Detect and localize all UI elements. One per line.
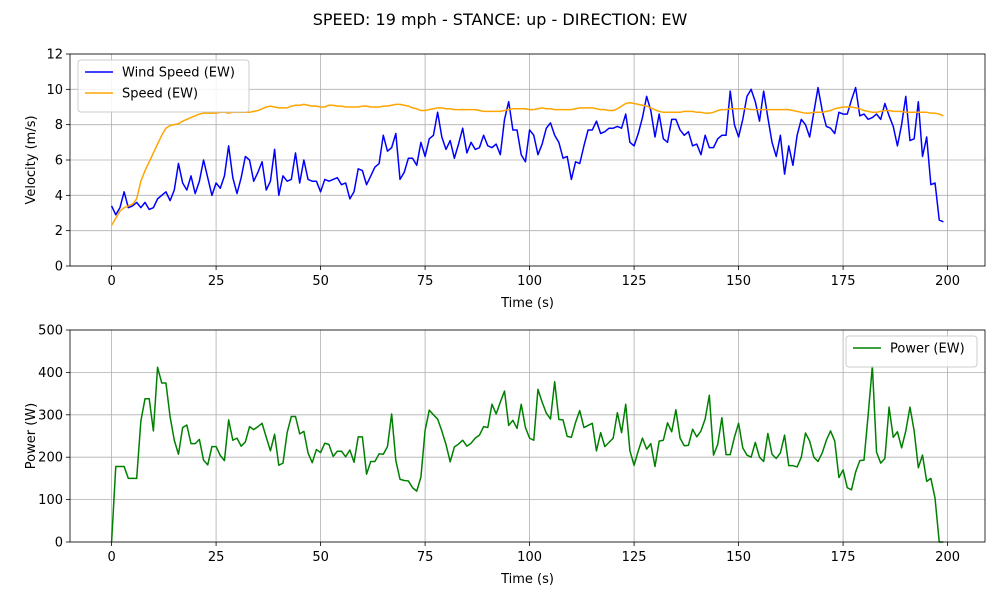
- bottom-legend: Power (EW): [845, 335, 978, 368]
- top-series-line-1: [110, 101, 944, 226]
- bottom-y-tick-label: 400: [38, 366, 63, 381]
- top-y-tick-label: 8: [55, 118, 63, 133]
- top-legend-box: [77, 59, 250, 113]
- top-x-axis-label: Time (s): [500, 296, 554, 311]
- bottom-x-tick-label: 125: [622, 550, 647, 565]
- bottom-y-tick-label: 200: [38, 451, 63, 466]
- top-x-tick-label: 125: [622, 274, 647, 289]
- bottom-x-tick-label: 75: [417, 550, 434, 565]
- top-x-tick-label: 25: [208, 274, 225, 289]
- bottom-series-line-0: [110, 365, 944, 543]
- bottom-legend-label-0: Power (EW): [890, 342, 965, 357]
- top-y-tick-label: 10: [46, 83, 63, 98]
- top-x-tick-label: 150: [726, 274, 751, 289]
- bottom-x-tick-label: 50: [312, 550, 329, 565]
- bottom-y-tick-label: 100: [38, 493, 63, 508]
- top-x-tick-label: 100: [517, 274, 542, 289]
- top-y-tick-label: 0: [55, 260, 63, 275]
- top-y-axis-label: Velocity (m/s): [24, 115, 39, 204]
- top-series-line-0: [110, 86, 944, 223]
- top-y-tick-label: 6: [55, 154, 63, 169]
- top-legend-label-1: Speed (EW): [122, 87, 198, 102]
- bottom-x-tick-label: 150: [726, 550, 751, 565]
- bottom-x-tick-label: 100: [517, 550, 542, 565]
- top-chart-panel: 0 25 50 75 100 125 150 175 200 0 2 4 6 8 10 12 Time (s) V…: [24, 48, 986, 311]
- bottom-x-tick-label: 175: [831, 550, 856, 565]
- bottom-chart-panel: 0 25 50 75 100 125 150 175 200 0 100 200 300 400 500 Ti…: [24, 324, 986, 587]
- bottom-legend-box: [845, 335, 978, 368]
- bottom-y-tick-label: 0: [55, 536, 63, 551]
- top-x-tick-label: 75: [417, 274, 434, 289]
- top-x-tick-label: 175: [831, 274, 856, 289]
- top-legend: Wind Speed (EW) Speed (EW): [77, 59, 250, 113]
- top-legend-label-0: Wind Speed (EW): [122, 66, 235, 81]
- top-y-tick-label: 4: [55, 189, 63, 204]
- bottom-y-tick-label: 300: [38, 408, 63, 423]
- bottom-x-tick-label: 200: [935, 550, 960, 565]
- top-y-tick-label: 12: [46, 48, 63, 63]
- bottom-plot-frame: [69, 329, 986, 543]
- figure-title: SPEED: 19 mph - STANCE: up - DIRECTION: …: [312, 10, 688, 29]
- top-x-tick-label: 50: [312, 274, 329, 289]
- bottom-y-tick-label: 500: [38, 324, 63, 339]
- bottom-y-axis-label: Power (W): [24, 403, 39, 469]
- bottom-x-tick-label: 0: [107, 550, 115, 565]
- top-y-tick-label: 2: [55, 224, 63, 239]
- top-x-tick-label: 0: [107, 274, 115, 289]
- bottom-x-axis-label: Time (s): [500, 572, 554, 587]
- bottom-x-tick-label: 25: [208, 550, 225, 565]
- top-x-tick-label: 200: [935, 274, 960, 289]
